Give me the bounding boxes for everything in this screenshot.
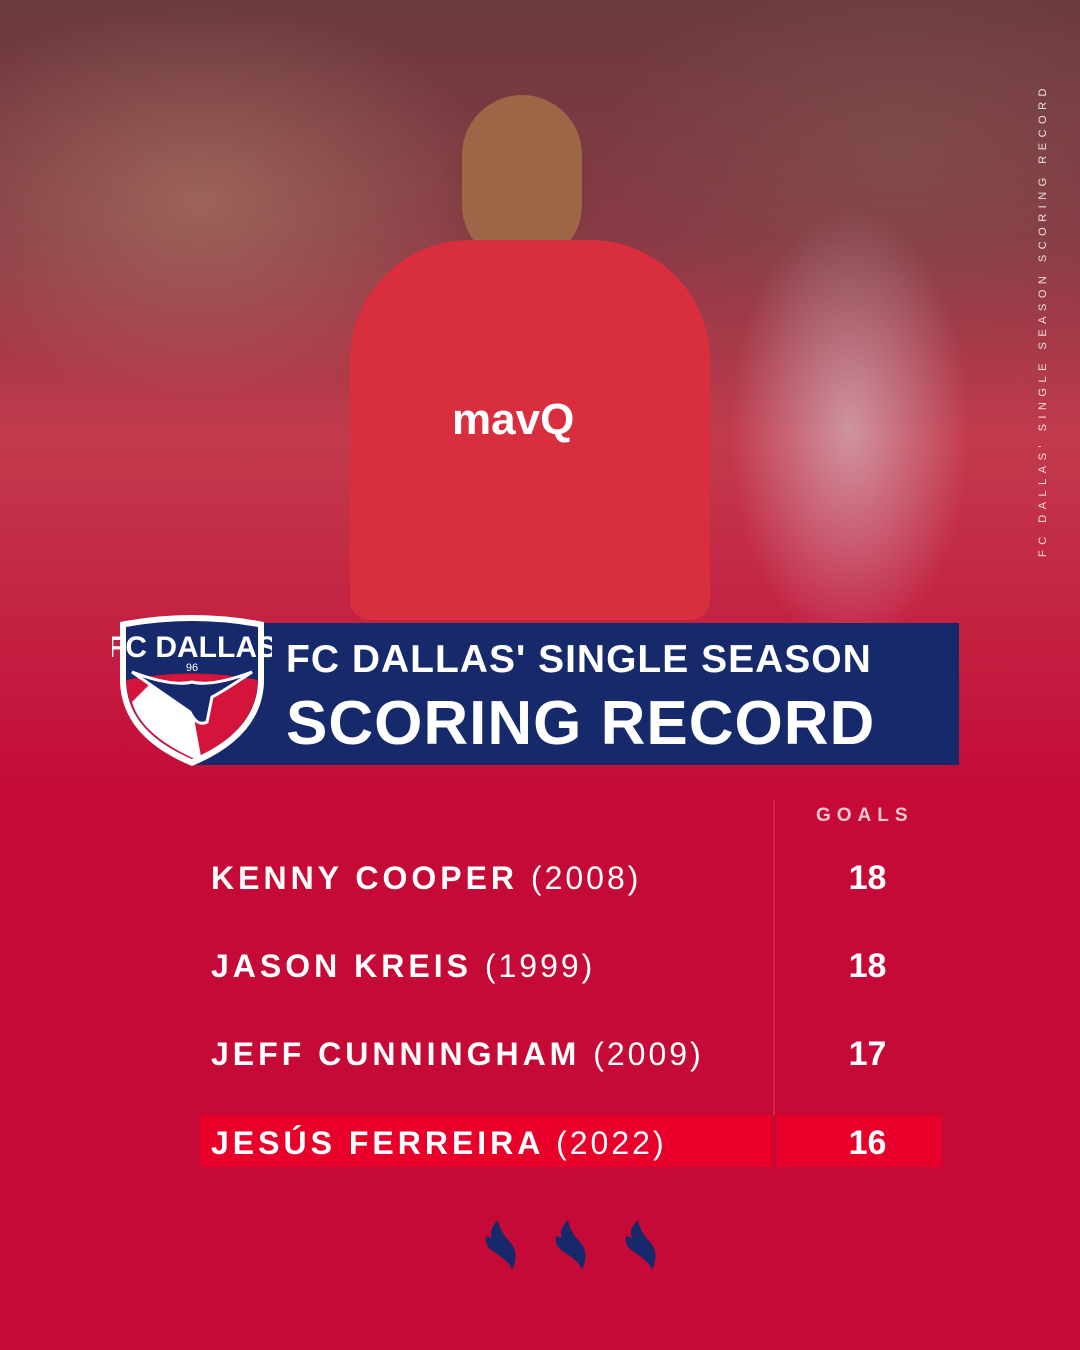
flame-icon bbox=[485, 1220, 516, 1270]
season-year: (1999) bbox=[484, 948, 596, 984]
record-row: KENNY COOPER (2008) 18 bbox=[200, 850, 942, 902]
star-icon: ★ bbox=[177, 730, 197, 755]
goals-column-header: GOALS bbox=[816, 805, 914, 826]
player-name: KENNY COOPER bbox=[211, 860, 519, 896]
column-divider bbox=[773, 800, 775, 1115]
goals-value: 16 bbox=[848, 1124, 887, 1162]
title-line-1: FC DALLAS' SINGLE SEASON bbox=[286, 638, 872, 681]
crest-year: 96 bbox=[186, 662, 198, 674]
jersey-sponsor: mavQ bbox=[452, 395, 575, 444]
player-name: JASON KREIS bbox=[211, 948, 472, 984]
player-jersey bbox=[350, 240, 710, 620]
record-row-highlighted: JESÚS FERREIRA (2022) 16 bbox=[200, 1115, 942, 1167]
fc-dallas-crest-logo: FC DALLAS 96 ★ bbox=[112, 615, 272, 766]
player-head bbox=[462, 95, 582, 265]
player-name: JEFF CUNNINGHAM bbox=[211, 1036, 581, 1072]
season-year: (2009) bbox=[593, 1036, 704, 1072]
record-row: JASON KREIS (1999) 18 bbox=[200, 938, 942, 990]
flame-icon bbox=[625, 1220, 656, 1270]
flame-icons bbox=[485, 1220, 656, 1270]
crest-text: FC DALLAS bbox=[112, 631, 272, 664]
flame-icon bbox=[555, 1220, 586, 1270]
player-name: JESÚS FERREIRA bbox=[211, 1125, 544, 1161]
side-caption: FC DALLAS' SINGLE SEASON SCORING RECORD bbox=[1037, 83, 1049, 557]
goals-value: 18 bbox=[848, 947, 887, 985]
title-line-2: SCORING RECORD bbox=[286, 689, 876, 758]
title-banner bbox=[190, 623, 959, 765]
goals-value: 18 bbox=[848, 859, 887, 897]
record-row: JEFF CUNNINGHAM (2009) 17 bbox=[200, 1026, 942, 1078]
season-year: (2008) bbox=[530, 860, 642, 896]
goals-value: 17 bbox=[848, 1035, 887, 1073]
season-year: (2022) bbox=[556, 1125, 667, 1161]
